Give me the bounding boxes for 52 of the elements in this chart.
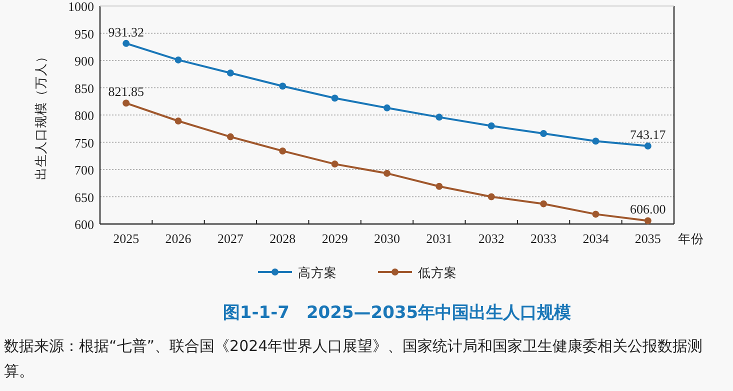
- y-tick-label: 850: [74, 80, 94, 96]
- x-tick-label: 2029: [322, 231, 348, 246]
- y-tick-label: 900: [74, 54, 94, 68]
- source-note: 数据来源：根据“七普”、联合国《2024年世界人口展望》、国家统计局和国家卫生健康委相关公报数据测算。: [4, 336, 704, 382]
- point: [488, 122, 495, 130]
- y-tick-label: 800: [74, 108, 94, 123]
- x-tick-label: 2026: [165, 231, 192, 246]
- x-tick-label: 2025: [113, 231, 140, 246]
- point: [279, 82, 286, 90]
- x-tick-label: 2035: [634, 231, 661, 246]
- point: [331, 94, 338, 102]
- text: 图1-1-7 2025—2035年中国出生人口规模: [222, 303, 572, 323]
- x-tick-label: 2028: [270, 231, 296, 246]
- point: [174, 56, 182, 64]
- x-axis-title: 年份: [678, 231, 704, 246]
- point: [226, 70, 234, 77]
- x-tick-label: 2031: [426, 231, 452, 246]
- point: [226, 133, 234, 140]
- legend-label: 高方案: [298, 265, 337, 280]
- point: [540, 130, 548, 138]
- x-tick-label: 2027: [217, 231, 244, 246]
- x-tick-label: 2030: [374, 231, 400, 246]
- point: [592, 210, 600, 218]
- point: [644, 142, 652, 150]
- point: [122, 40, 130, 47]
- data-label: 931.32: [108, 24, 144, 40]
- legend-label: 低方案: [418, 265, 457, 280]
- point: [540, 200, 548, 208]
- point: [384, 104, 390, 112]
- y-axis-title: 出生人口规模（万人）: [33, 50, 48, 180]
- point: [331, 160, 338, 168]
- data-label: 743.17: [630, 126, 666, 142]
- y-tick-label: 700: [74, 162, 94, 178]
- point: [436, 114, 443, 121]
- y-tick-label: 750: [74, 135, 94, 150]
- x-tick-label: 2033: [530, 231, 557, 246]
- y-tick-label: 600: [74, 217, 94, 232]
- point: [644, 217, 652, 224]
- point: [592, 138, 600, 145]
- y-tick-label: 650: [74, 190, 94, 205]
- point: [384, 170, 390, 177]
- x-tick-label: 2034: [582, 231, 610, 246]
- point: [174, 117, 182, 124]
- point: [122, 100, 130, 107]
- x-tick-label: 2032: [478, 231, 504, 246]
- point: [488, 193, 495, 200]
- data-label: 606.00: [630, 202, 666, 217]
- point: [436, 182, 443, 190]
- y-tick-label: 950: [74, 26, 94, 42]
- data-label: 821.85: [108, 84, 144, 100]
- point: [279, 147, 286, 154]
- y-tick-label: 1000: [68, 0, 94, 14]
